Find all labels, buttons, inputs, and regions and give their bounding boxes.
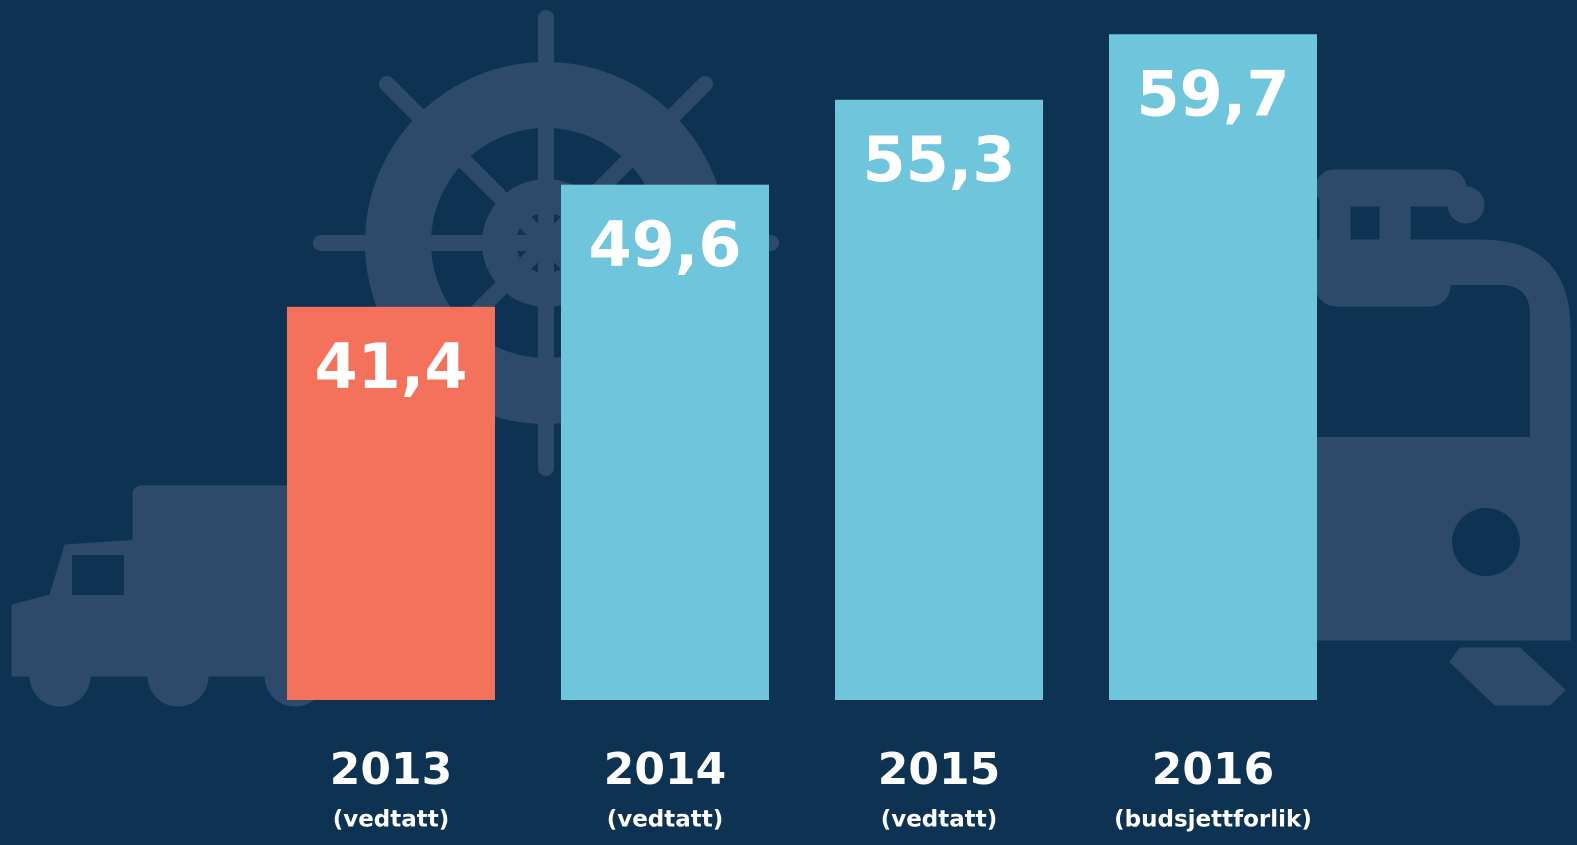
x-tick-label: 2015 bbox=[878, 744, 1000, 795]
x-tick-sublabel: (vedtatt) bbox=[333, 807, 450, 833]
x-tick-label: 2013 bbox=[330, 744, 452, 795]
x-tick-sublabel: (budsjettforlik) bbox=[1114, 807, 1312, 833]
value-label: 41,4 bbox=[315, 330, 468, 403]
bar bbox=[835, 99, 1043, 700]
x-tick-sublabel: (vedtatt) bbox=[607, 807, 724, 833]
x-tick-label: 2014 bbox=[604, 744, 726, 795]
bar bbox=[1109, 34, 1317, 701]
background-icons bbox=[11, 10, 1571, 707]
value-label: 55,3 bbox=[863, 123, 1016, 196]
x-tick-label: 2016 bbox=[1152, 744, 1274, 795]
value-label: 49,6 bbox=[589, 208, 742, 281]
truck-icon bbox=[11, 485, 334, 707]
x-tick-sublabel: (vedtatt) bbox=[881, 807, 998, 833]
bar bbox=[561, 184, 769, 700]
bar bbox=[287, 306, 495, 700]
value-label: 59,7 bbox=[1137, 57, 1290, 130]
train-icon bbox=[1315, 169, 1571, 706]
